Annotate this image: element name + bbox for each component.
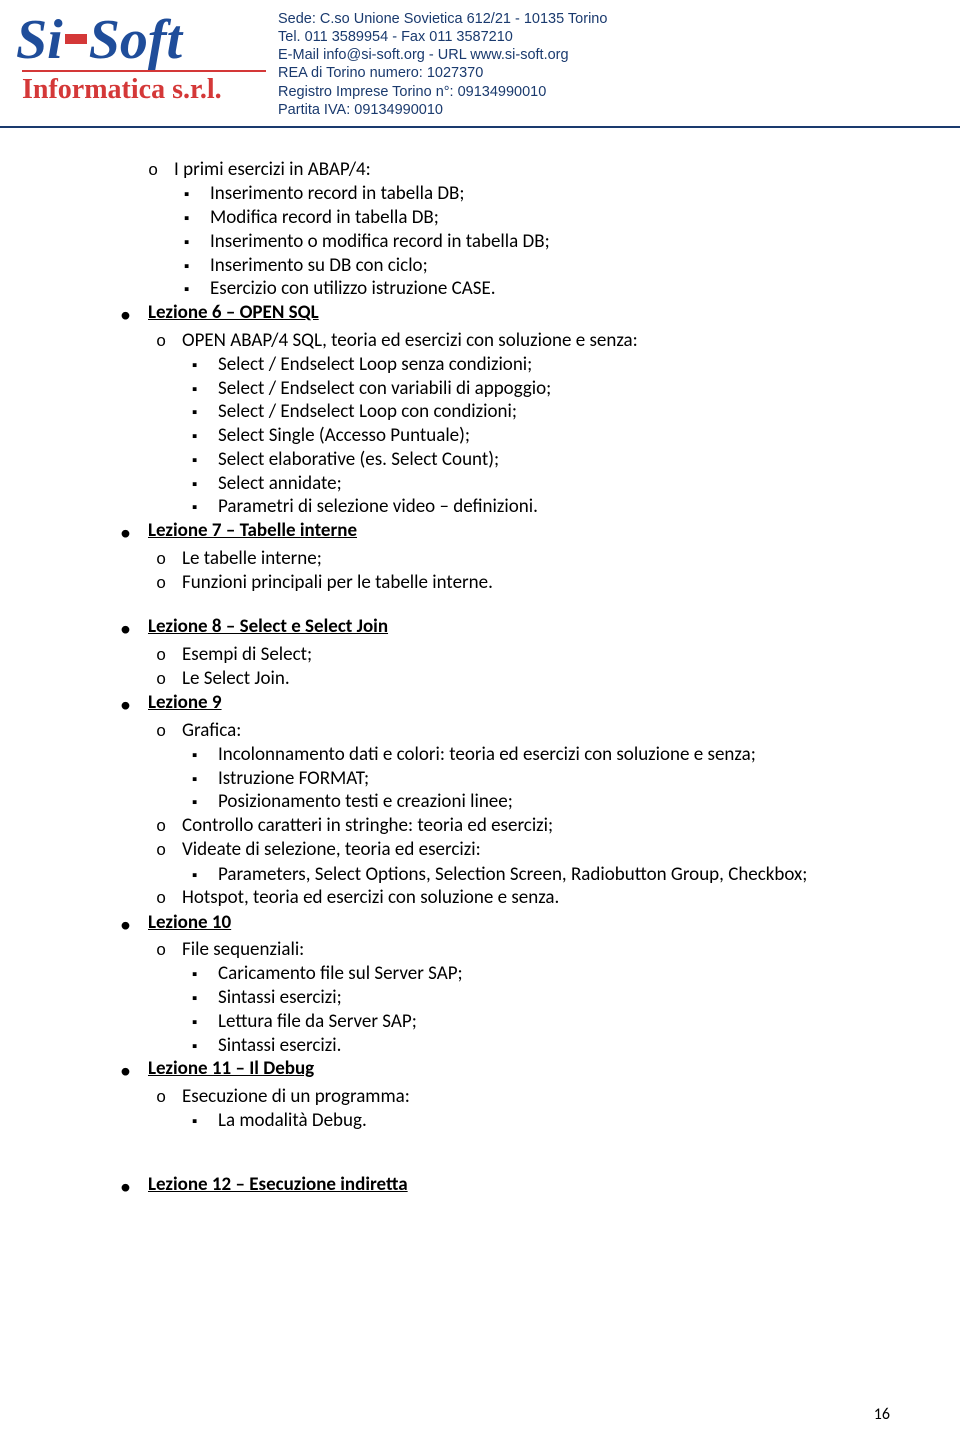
list-item: Incolonnamento dati e colori: teoria ed … [192,743,870,767]
lesson-title: Lezione 12 – Esecuzione indiretta [148,1173,408,1196]
addr-line: Sede: C.so Unione Sovietica 612/21 - 101… [278,10,607,28]
list-item: Le tabelle interne; [156,547,870,571]
page-header: Si Soft Informatica s.r.l. Sede: C.so Un… [0,0,960,128]
list-item: Esercizio con utilizzo istruzione CASE. [184,277,870,301]
list-item: Controllo caratteri in stringhe: teoria … [156,814,870,838]
list-item: Inserimento o modifica record in tabella… [184,230,870,254]
list-item: Sintassi esercizi. [192,1034,870,1058]
list-item: Select Single (Accesso Puntuale); [192,424,870,448]
lesson-title: Lezione 7 – Tabelle interne [148,519,357,542]
list-item: Inserimento su DB con ciclo; [184,254,870,278]
lesson-9: Lezione 9 Grafica: Incolonnamento dati e… [120,691,870,911]
list-item: Istruzione FORMAT; [192,767,870,791]
logo-part2: Soft [89,12,182,68]
list-item: Parameters, Select Options, Selection Sc… [192,863,870,887]
logo-subtitle: Informatica s.r.l. [16,74,278,106]
list-item: Funzioni principali per le tabelle inter… [156,571,870,595]
list-item: Grafica: Incolonnamento dati e colori: t… [156,719,870,815]
lesson-title: Lezione 9 [148,691,222,714]
company-address: Sede: C.so Unione Sovietica 612/21 - 101… [278,8,607,126]
logo: Si Soft Informatica s.r.l. [16,8,278,126]
list-item: Esecuzione di un programma: La modalità … [156,1085,870,1133]
addr-line: REA di Torino numero: 1027370 [278,64,607,82]
lesson-11: Lezione 11 – Il Debug Esecuzione di un p… [120,1057,870,1133]
logo-dash-icon [65,34,87,44]
list-item: Select / Endselect Loop senza condizioni… [192,353,870,377]
addr-line: E-Mail info@si-soft.org - URL www.si-sof… [278,46,607,64]
list-item: Videate di selezione, teoria ed esercizi… [156,838,870,886]
list-item: Inserimento record in tabella DB; [184,182,870,206]
addr-line: Tel. 011 3589954 - Fax 011 3587210 [278,28,607,46]
page-number: 16 [874,1405,890,1424]
lesson-6: Lezione 6 – OPEN SQL OPEN ABAP/4 SQL, te… [120,301,870,519]
lesson-title: Lezione 10 [148,911,231,934]
list-item: OPEN ABAP/4 SQL, teoria ed esercizi con … [156,329,870,520]
list-item: Lettura file da Server SAP; [192,1010,870,1034]
addr-line: Registro Imprese Torino n°: 09134990010 [278,83,607,101]
list-item: Le Select Join. [156,667,870,691]
list-item: File sequenziali: Caricamento file sul S… [156,938,870,1057]
addr-line: Partita IVA: 09134990010 [278,101,607,119]
list-item: Parametri di selezione video – definizio… [192,495,870,519]
list-item: Esempi di Select; [156,643,870,667]
list-item: Select elaborative (es. Select Count); [192,448,870,472]
list-item: I primi esercizi in ABAP/4: Inserimento … [148,158,870,301]
list-item: Posizionamento testi e creazioni linee; [192,790,870,814]
list-item: La modalità Debug. [192,1109,870,1133]
lesson-title: Lezione 11 – Il Debug [148,1057,314,1080]
lesson-12: Lezione 12 – Esecuzione indiretta [120,1173,870,1201]
document-body: I primi esercizi in ABAP/4: Inserimento … [0,128,960,1200]
list-item: Hotspot, teoria ed esercizi con soluzion… [156,886,870,910]
lesson-7: Lezione 7 – Tabelle interne Le tabelle i… [120,519,870,595]
list-item: Select / Endselect Loop con condizioni; [192,400,870,424]
logo-part1: Si [16,12,63,68]
lesson-10: Lezione 10 File sequenziali: Caricamento… [120,911,870,1058]
list-item: Caricamento file sul Server SAP; [192,962,870,986]
lesson-title: Lezione 8 – Select e Select Join [148,615,388,638]
list-item: Modifica record in tabella DB; [184,206,870,230]
lesson-title: Lezione 6 – OPEN SQL [148,301,319,324]
lesson-8: Lezione 8 – Select e Select Join Esempi … [120,615,870,691]
list-item: Select annidate; [192,472,870,496]
list-item: Select / Endselect con variabili di appo… [192,377,870,401]
list-item: Sintassi esercizi; [192,986,870,1010]
